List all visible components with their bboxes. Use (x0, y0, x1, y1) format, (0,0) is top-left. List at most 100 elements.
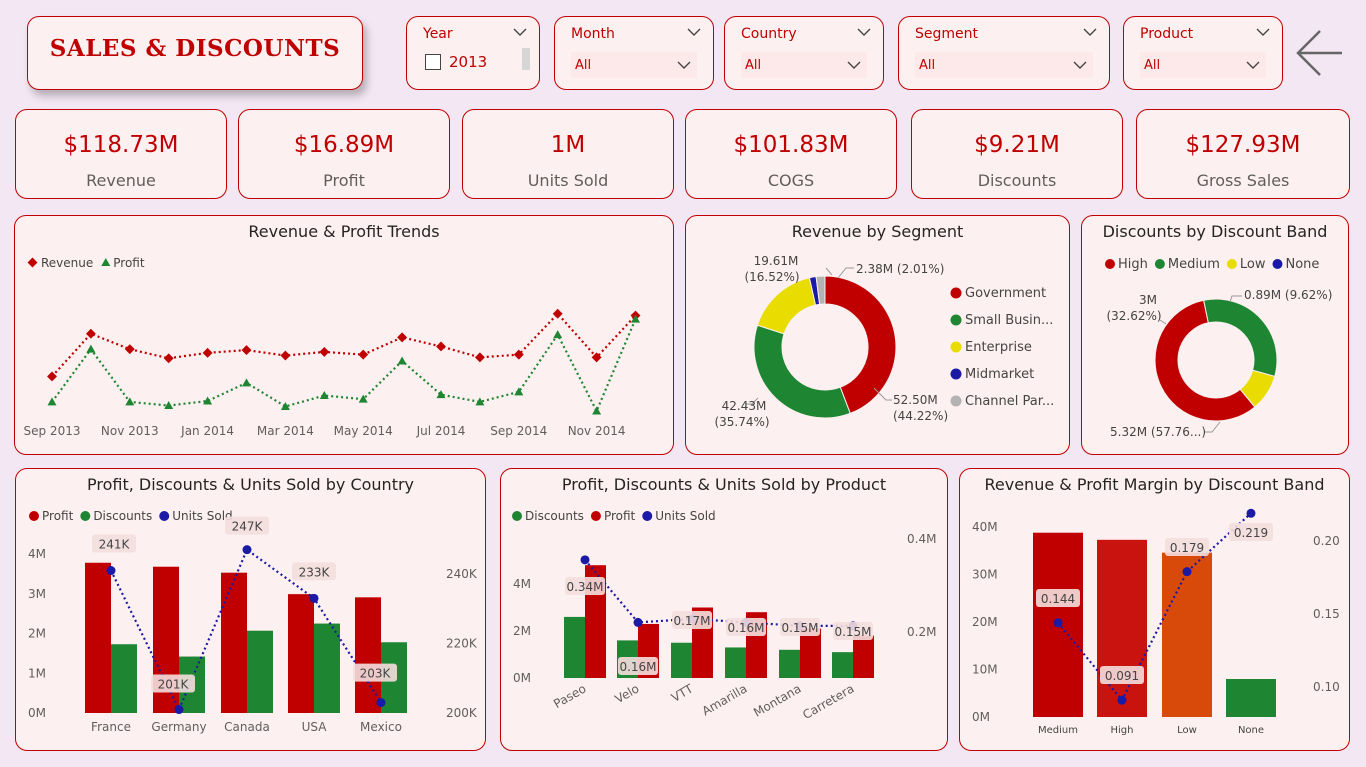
revenue-profit-trends-visual: Revenue & Profit Trends Revenue Profit Sep… (14, 215, 674, 455)
legend-marker (29, 511, 39, 521)
leader-line (1204, 421, 1221, 433)
profit-bar (85, 562, 111, 713)
kpi-label: Discounts (977, 171, 1057, 190)
x-tick-label: Velo (613, 681, 642, 706)
product-slicer[interactable]: Product All (1123, 16, 1283, 90)
donut-slice (1203, 298, 1278, 378)
y-tick-label: 0M (972, 710, 990, 724)
revenue-by-segment-visual: Revenue by Segment 2.38M (2.01%) 19.61M (1… (685, 215, 1070, 455)
legend-label: Enterprise (965, 340, 1032, 355)
margin-point (1053, 618, 1063, 628)
donut-slice (753, 324, 851, 419)
year-checkbox[interactable] (425, 54, 441, 70)
chevron-down-icon[interactable] (857, 27, 871, 37)
data-label: 0.15M (834, 625, 871, 639)
country-slicer[interactable]: Country All (724, 16, 884, 90)
data-point (319, 391, 329, 400)
kpi-label: Profit (323, 171, 365, 190)
y-tick-label: 0M (28, 706, 46, 720)
revenue-bar (1162, 552, 1212, 717)
data-label-bg (1036, 589, 1080, 607)
page-title: SALES & DISCOUNTS (49, 35, 341, 62)
data-point (552, 308, 563, 319)
x-tick-label: Sep 2014 (490, 424, 547, 438)
data-point (591, 352, 602, 363)
profit-bar (221, 572, 247, 713)
segment-donut-chart: 2.38M (2.01%) 19.61M (16.52%) 42.43M (35.74%… (714, 254, 1054, 429)
month-slicer[interactable]: Month All (554, 16, 714, 90)
leader-line (1159, 319, 1167, 325)
visual-title: Profit, Discounts & Units Sold by Countr… (86, 475, 415, 494)
kpi-label: COGS (767, 171, 815, 190)
data-point (514, 387, 524, 396)
legend-label: Discounts (525, 509, 584, 523)
segment-dropdown[interactable]: All (915, 52, 1093, 78)
data-label-bg (833, 622, 873, 640)
x-tick-label: Jul 2014 (416, 424, 466, 438)
data-label: 0.16M (727, 621, 764, 635)
month-dropdown[interactable]: All (571, 52, 697, 78)
product-dropdown[interactable]: All (1140, 52, 1266, 78)
donut-slice (824, 275, 897, 415)
legend-label: Medium (1168, 257, 1220, 272)
chevron-down-icon[interactable] (1256, 27, 1270, 37)
kpi-card-cogs: $101.83M COGS (685, 109, 897, 199)
y-tick-label: 4M (513, 577, 531, 591)
y-tick-label: 4M (28, 547, 46, 561)
data-label: 0.15M (781, 621, 818, 635)
country-combo-chart: Profit Discounts Units Sold 0M 1M 2M 3M 4M 200K 2… (28, 509, 478, 734)
year-scrollbar[interactable] (522, 48, 530, 70)
y2-tick-label: 0.10 (1313, 680, 1340, 694)
legend-marker (950, 341, 962, 353)
product-combo-chart: Discounts Profit Units Sold 0M 2M 4M 0.2M 0.4M P… (512, 509, 936, 722)
legend-marker (950, 395, 962, 407)
chevron-down-icon[interactable] (677, 60, 691, 70)
chevron-down-icon[interactable] (1083, 27, 1097, 37)
chevron-down-icon[interactable] (1073, 60, 1087, 70)
data-label: 247K (232, 520, 264, 534)
legend-label: Midmarket (965, 367, 1034, 382)
kpi-card-profit: $16.89M Profit (238, 109, 450, 199)
units-sold-point (309, 593, 319, 603)
data-label: (32.62%) (1106, 309, 1161, 323)
y2-tick-label: 0.20 (1313, 534, 1340, 548)
year-option-2013[interactable]: 2013 (425, 52, 525, 74)
data-point (358, 349, 369, 360)
year-slicer[interactable]: Year 2013 (406, 16, 540, 90)
data-label: 0.179 (1170, 541, 1204, 555)
discounts-bar (779, 649, 800, 678)
year-slicer-label: Year (423, 26, 453, 42)
y-tick-label: 10M (972, 663, 998, 677)
data-point (474, 352, 485, 363)
legend-label: Government (965, 286, 1046, 301)
year-option-label: 2013 (449, 53, 488, 71)
legend-marker (512, 511, 522, 521)
x-tick-label: Germany (151, 720, 206, 734)
units-sold-point (106, 566, 116, 576)
y2-tick-label: 0.4M (907, 532, 936, 546)
data-point (163, 353, 174, 364)
chevron-down-icon[interactable] (847, 60, 861, 70)
country-dropdown[interactable]: All (741, 52, 867, 78)
data-label-bg (225, 516, 269, 535)
chevron-down-icon[interactable] (1246, 60, 1260, 70)
revenue-bar (1097, 539, 1147, 717)
units-sold-line (584, 559, 853, 627)
y-tick-label: 40M (972, 520, 998, 534)
data-point (397, 356, 407, 365)
data-point (47, 397, 57, 406)
legend-marker (950, 314, 962, 326)
x-tick-label: VTT (669, 681, 696, 705)
data-label: 19.61M (754, 254, 799, 268)
donut-slice (756, 277, 817, 335)
segment-slicer[interactable]: Segment All (898, 16, 1110, 90)
legend-marker (159, 511, 170, 521)
y-tick-label: 2M (28, 627, 46, 641)
back-arrow-icon[interactable] (1294, 27, 1346, 79)
chevron-down-icon[interactable] (513, 27, 527, 37)
chevron-down-icon[interactable] (687, 27, 701, 37)
data-point (85, 328, 96, 339)
margin-point (1246, 508, 1256, 518)
country-dropdown-value: All (745, 58, 762, 73)
profit-bar (355, 597, 381, 713)
